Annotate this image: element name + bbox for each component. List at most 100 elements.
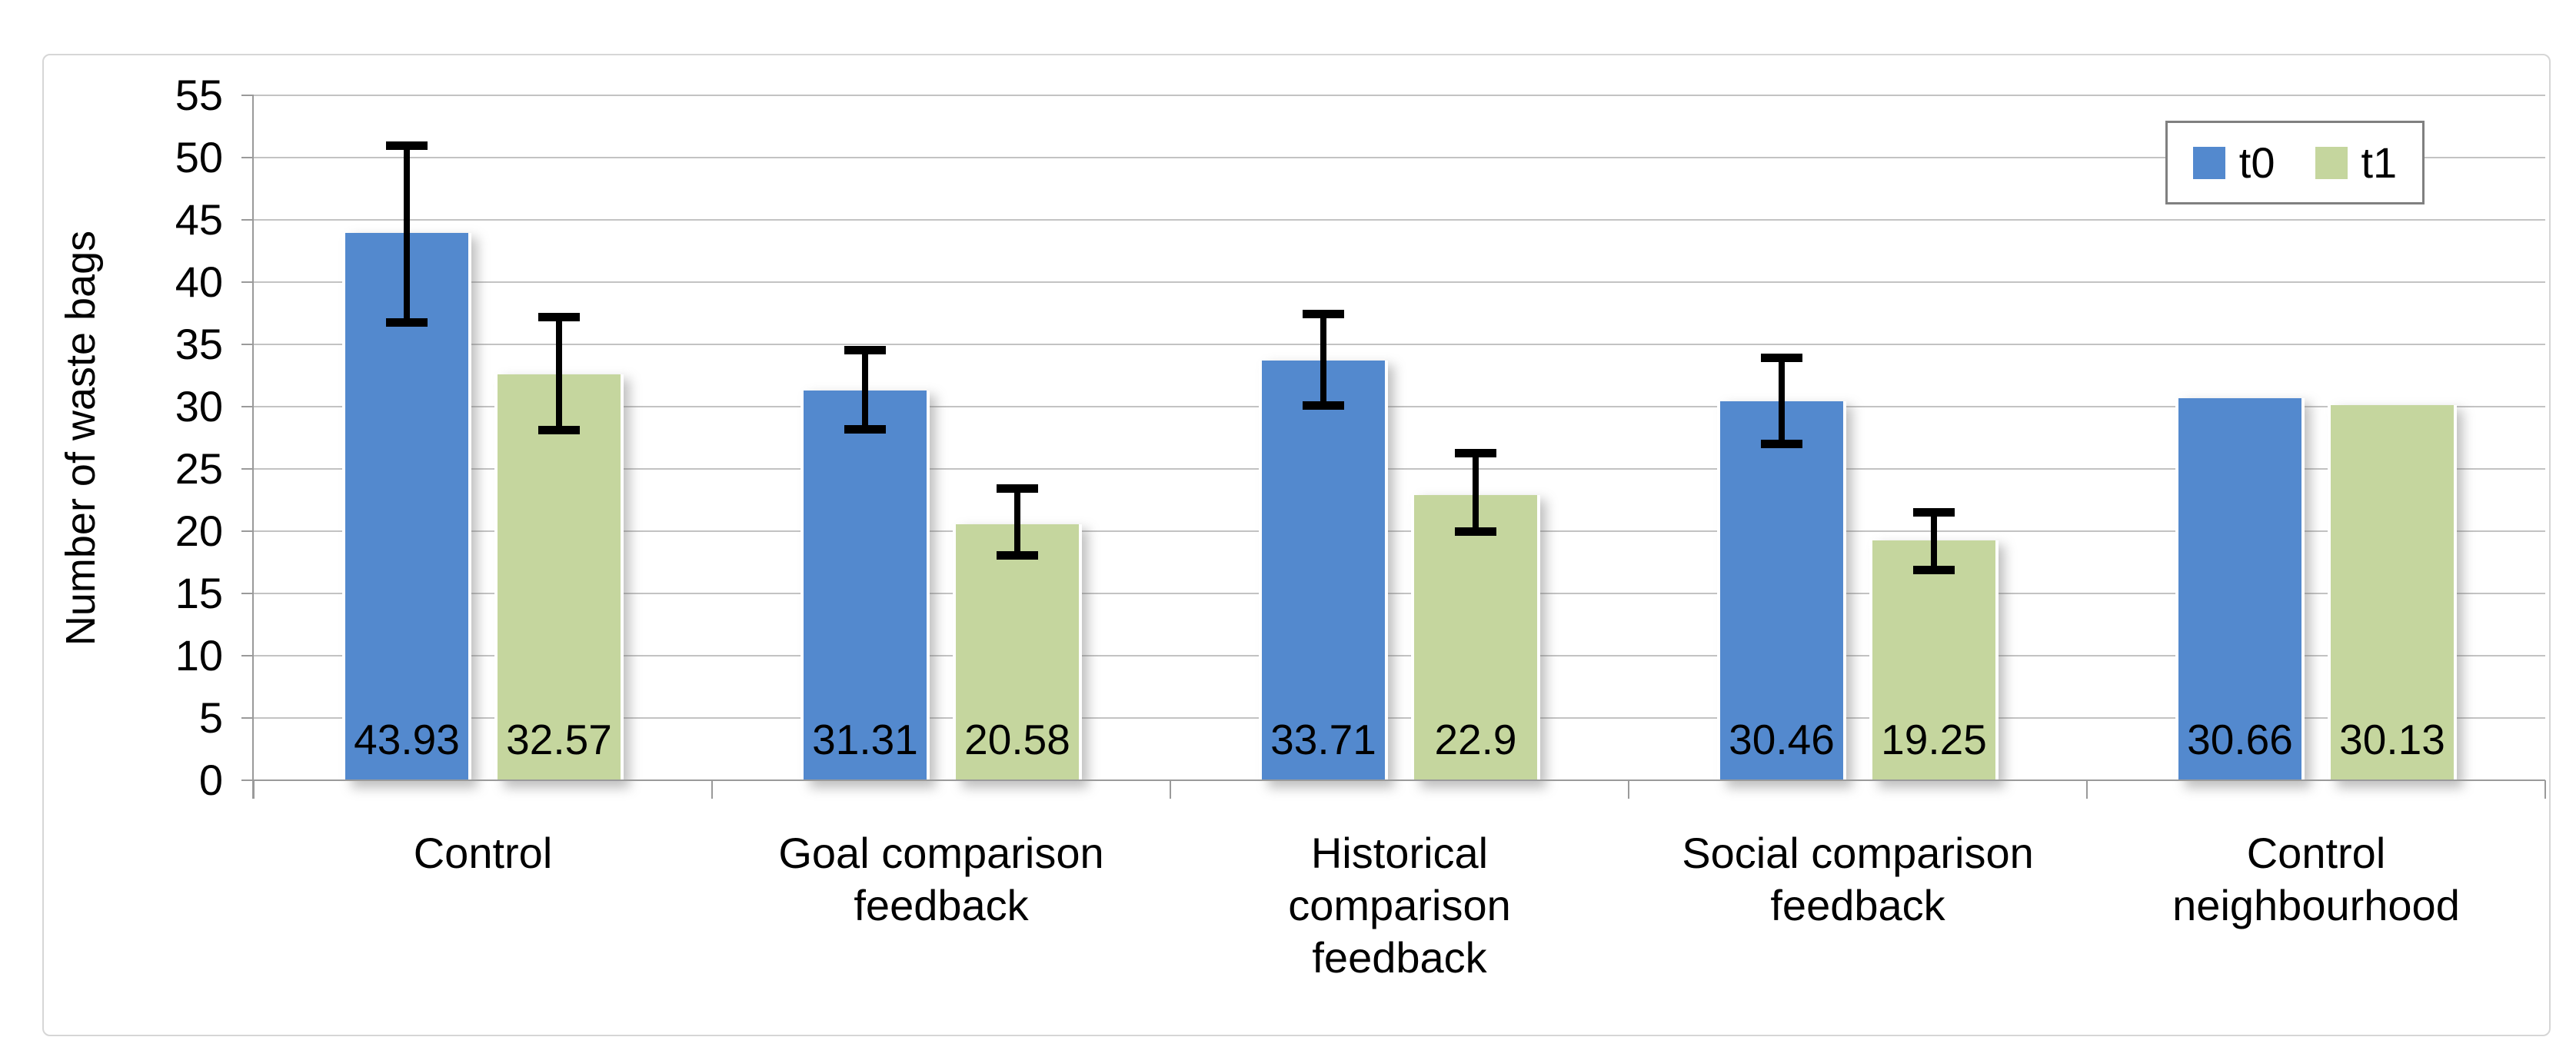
gridline-55	[254, 95, 2545, 96]
y-tick-label-10: 10	[175, 631, 223, 680]
bar-t1-0	[498, 374, 621, 780]
gridline-15	[254, 593, 2545, 594]
legend-label-t0: t0	[2238, 138, 2275, 187]
bar-t0-4	[2178, 398, 2301, 780]
y-tick-label-50: 50	[175, 133, 223, 181]
error-bar-t0-1	[862, 347, 868, 432]
y-tick-15	[241, 593, 254, 594]
bar-t1-3	[1872, 540, 1995, 780]
y-axis-line	[252, 95, 254, 799]
bar-t1-2	[1414, 495, 1537, 780]
error-bar-cap-bottom-t0-1	[844, 425, 886, 434]
bar-t0-1	[804, 390, 927, 780]
error-bar-cap-bottom-t1-0	[538, 425, 580, 434]
x-category-label-1: Goal comparison feedback	[778, 829, 1104, 929]
gridline-45	[254, 219, 2545, 221]
bar-label-t1-1: 20.58	[964, 716, 1070, 763]
error-bar-t1-0	[556, 314, 562, 432]
bar-t1-4	[2331, 404, 2454, 780]
bar-label-t1-2: 22.9	[1434, 716, 1517, 763]
legend-item-t0: t0	[2192, 138, 2275, 187]
legend-swatch-t1	[2315, 146, 2348, 179]
x-category-label-0: Control	[413, 829, 553, 877]
bar-label-t1-0: 32.57	[506, 716, 612, 763]
error-bar-cap-bottom-t0-2	[1303, 401, 1344, 411]
x-category-label-2: Historical comparison feedback	[1288, 829, 1511, 982]
error-bar-cap-top-t1-0	[538, 312, 580, 321]
y-tick-10	[241, 655, 254, 656]
x-axis-line	[254, 779, 2545, 781]
error-bar-t0-2	[1320, 311, 1326, 408]
error-bar-t1-2	[1473, 451, 1479, 534]
y-tick-label-15: 15	[175, 569, 223, 617]
error-bar-cap-top-t1-3	[1913, 508, 1955, 517]
y-axis-title-text: Number of waste bags	[58, 230, 104, 646]
x-tick-5	[2544, 780, 2546, 799]
error-bar-cap-top-t1-2	[1455, 449, 1496, 458]
y-tick-label-45: 45	[175, 195, 223, 244]
error-bar-cap-top-t0-2	[1303, 309, 1344, 318]
error-bar-t1-3	[1931, 510, 1937, 572]
gridline-50	[254, 157, 2545, 158]
error-bar-cap-top-t1-1	[997, 484, 1038, 493]
gridline-35	[254, 344, 2545, 345]
y-tick-label-25: 25	[175, 444, 223, 493]
bar-label-t0-2: 33.71	[1270, 716, 1376, 763]
legend-item-t1: t1	[2315, 138, 2398, 187]
error-bar-cap-bottom-t1-2	[1455, 527, 1496, 537]
legend: t0 t1	[2165, 121, 2425, 204]
y-tick-5	[241, 717, 254, 719]
y-tick-label-30: 30	[175, 382, 223, 430]
error-bar-cap-bottom-t0-0	[386, 317, 428, 327]
bar-label-t0-0: 43.93	[354, 716, 460, 763]
legend-label-t1: t1	[2361, 138, 2398, 187]
y-tick-label-20: 20	[175, 507, 223, 555]
y-tick-50	[241, 157, 254, 158]
bar-label-t0-4: 30.66	[2187, 716, 2293, 763]
y-tick-30	[241, 406, 254, 407]
bar-label-t0-1: 31.31	[812, 716, 918, 763]
error-bar-cap-top-t0-1	[844, 345, 886, 354]
plot-area: 0 5 10 15 20 25 30 35 40 45 50 55 43.93 31.31 33.71 30.…	[175, 71, 2546, 982]
y-tick-40	[241, 281, 254, 283]
bar-t1-1	[956, 524, 1079, 780]
gridline-30	[254, 406, 2545, 407]
y-tick-label-5: 5	[198, 693, 223, 742]
x-tick-1	[711, 780, 713, 799]
y-tick-label-40: 40	[175, 258, 223, 306]
bar-label-t0-3: 30.46	[1729, 716, 1835, 763]
gridline-40	[254, 281, 2545, 283]
y-tick-label-35: 35	[175, 320, 223, 368]
bar-label-t1-4: 30.13	[2339, 716, 2445, 763]
gridline-20	[254, 530, 2545, 532]
bar-label-t1-3: 19.25	[1881, 716, 1987, 763]
y-axis-title: Number of waste bags	[54, 95, 108, 780]
error-bar-cap-bottom-t0-3	[1761, 439, 1802, 448]
gridline-5	[254, 717, 2545, 719]
error-bar-cap-bottom-t1-3	[1913, 565, 1955, 574]
y-tick-label-55: 55	[175, 71, 223, 119]
error-bar-cap-top-t0-0	[386, 141, 428, 150]
error-bar-t0-0	[404, 143, 410, 324]
y-tick-label-0: 0	[198, 756, 223, 804]
x-tick-0	[253, 780, 255, 799]
x-tick-2	[1170, 780, 1171, 799]
legend-swatch-t0	[2192, 146, 2225, 179]
bar-t0-3	[1720, 401, 1843, 780]
error-bar-cap-bottom-t1-1	[997, 551, 1038, 560]
x-tick-4	[2086, 780, 2088, 799]
x-tick-3	[1628, 780, 1629, 799]
gridline-25	[254, 468, 2545, 470]
y-tick-55	[241, 95, 254, 96]
y-tick-25	[241, 468, 254, 470]
gridline-10	[254, 655, 2545, 656]
x-category-label-3: Social comparison feedback	[1682, 829, 2034, 929]
error-bar-cap-top-t0-3	[1761, 354, 1802, 363]
y-tick-35	[241, 344, 254, 345]
error-bar-t1-1	[1014, 487, 1020, 558]
y-tick-0	[241, 779, 254, 781]
bar-t0-2	[1262, 360, 1385, 780]
x-category-label-4: Control neighbourhood	[2172, 829, 2460, 929]
y-tick-45	[241, 219, 254, 221]
